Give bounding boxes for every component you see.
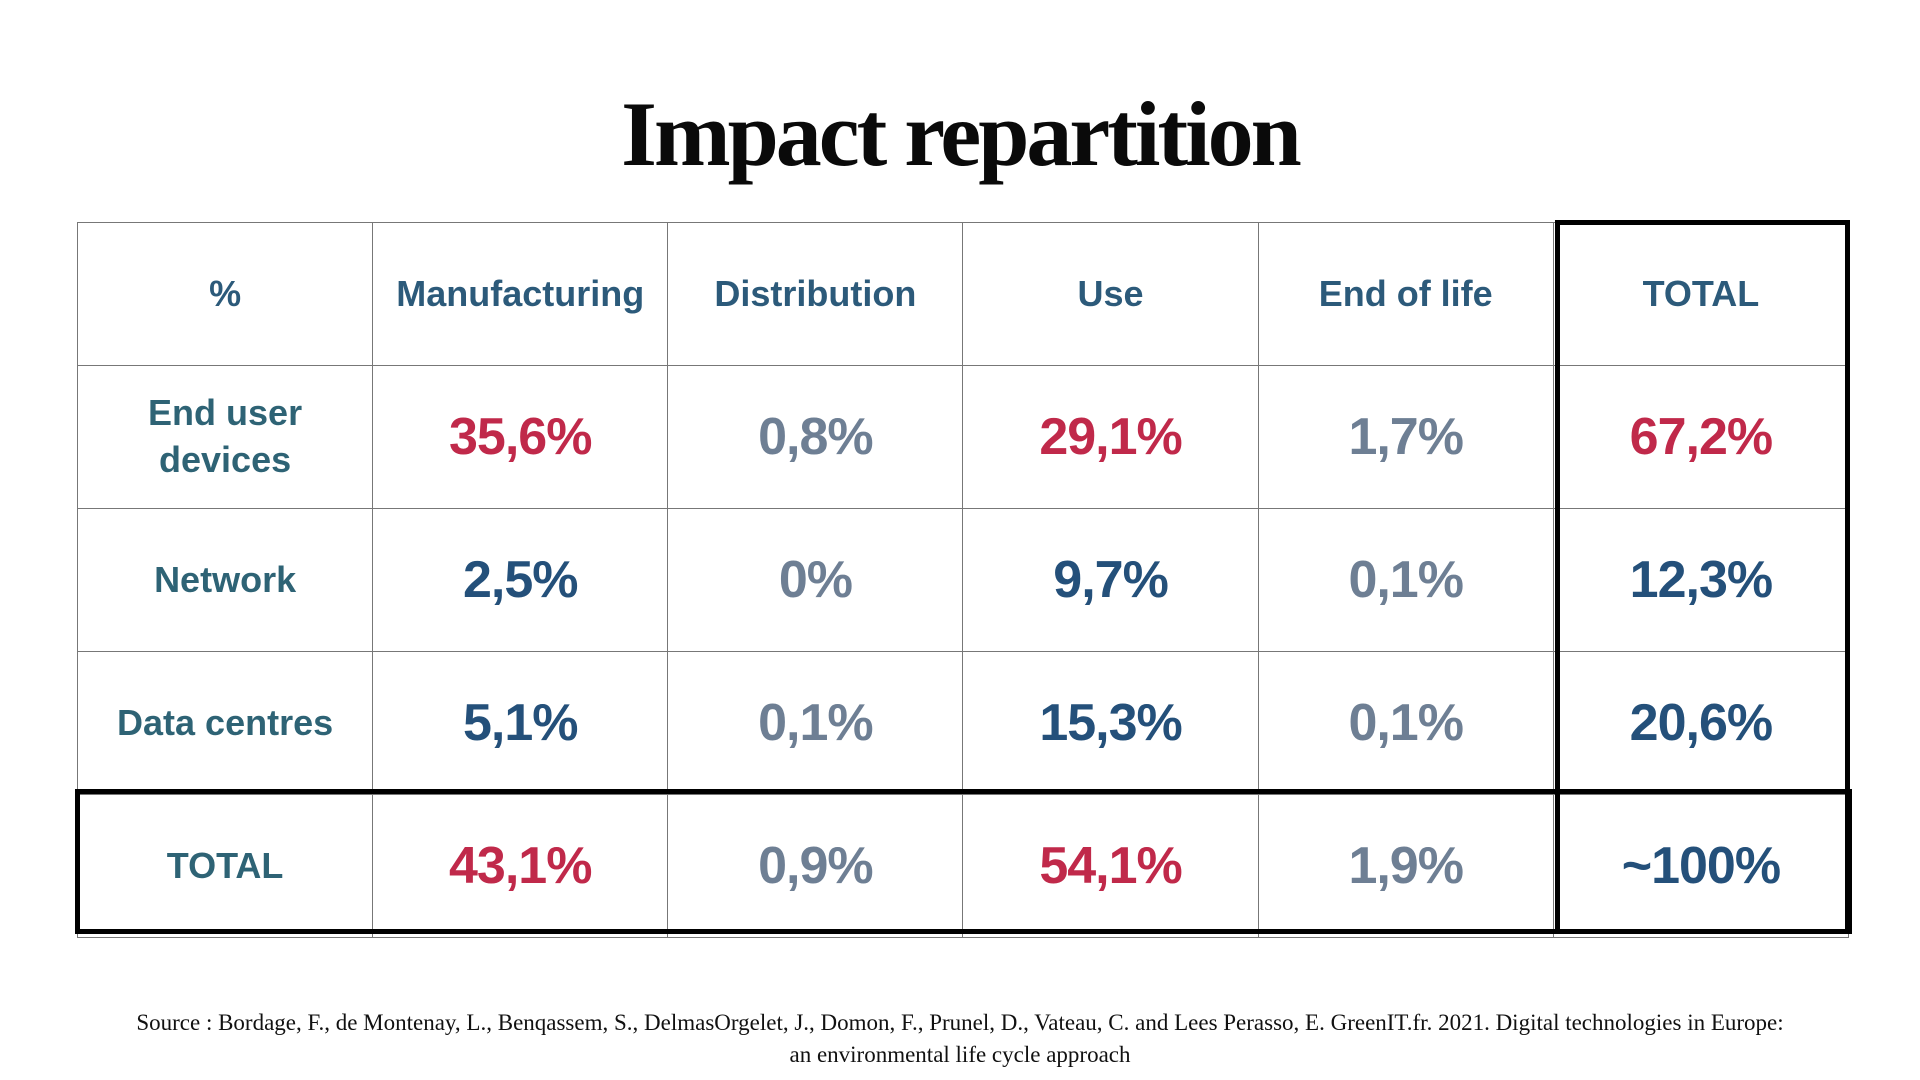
cell-data-centres-manufacturing: 5,1% [372,651,669,795]
source-citation: Source : Bordage, F., de Montenay, L., B… [0,1007,1920,1071]
header-percent: % [76,222,374,366]
cell-grand-total: ~100% [1552,794,1850,938]
cell-network-total: 12,3% [1552,508,1850,652]
cell-total-use: 54,1% [962,794,1259,938]
header-total: TOTAL [1552,222,1850,366]
cell-end-user-manufacturing: 35,6% [372,365,669,509]
cell-end-user-use: 29,1% [962,365,1259,509]
header-use: Use [962,222,1259,366]
row-label-data-centres: Data centres [76,651,374,795]
header-manufacturing: Manufacturing [372,222,669,366]
cell-network-use: 9,7% [962,508,1259,652]
cell-network-manufacturing: 2,5% [372,508,669,652]
cell-data-centres-distribution: 0,1% [667,651,964,795]
row-label-line2: devices [159,439,292,480]
row-label-network: Network [76,508,374,652]
cell-total-manufacturing: 43,1% [372,794,669,938]
cell-end-user-end-of-life: 1,7% [1257,365,1554,509]
table-row-data-centres: Data centres 5,1% 0,1% 15,3% 0,1% 20,6% [76,651,1850,795]
row-label-end-user-devices: End user devices [76,365,374,509]
cell-total-end-of-life: 1,9% [1257,794,1554,938]
cell-data-centres-end-of-life: 0,1% [1257,651,1554,795]
cell-data-centres-use: 15,3% [962,651,1259,795]
cell-network-distribution: 0% [667,508,964,652]
table-row-network: Network 2,5% 0% 9,7% 0,1% 12,3% [76,508,1850,652]
row-label-total: TOTAL [76,794,374,938]
cell-data-centres-total: 20,6% [1552,651,1850,795]
impact-table: % Manufacturing Distribution Use End of … [76,222,1850,938]
table-row-end-user-devices: End user devices 35,6% 0,8% 29,1% 1,7% 6… [76,365,1850,509]
table-header-row: % Manufacturing Distribution Use End of … [76,222,1850,366]
cell-total-distribution: 0,9% [667,794,964,938]
cell-end-user-total: 67,2% [1552,365,1850,509]
source-line-1: Source : Bordage, F., de Montenay, L., B… [136,1010,1784,1035]
header-distribution: Distribution [667,222,964,366]
table-row-total: TOTAL 43,1% 0,9% 54,1% 1,9% ~100% [76,794,1850,938]
cell-end-user-distribution: 0,8% [667,365,964,509]
row-label-line1: End user [148,392,303,434]
page-title: Impact repartition [621,83,1302,185]
cell-network-end-of-life: 0,1% [1257,508,1554,652]
header-end-of-life: End of life [1257,222,1554,366]
source-line-2: an environmental life cycle approach [789,1042,1131,1067]
